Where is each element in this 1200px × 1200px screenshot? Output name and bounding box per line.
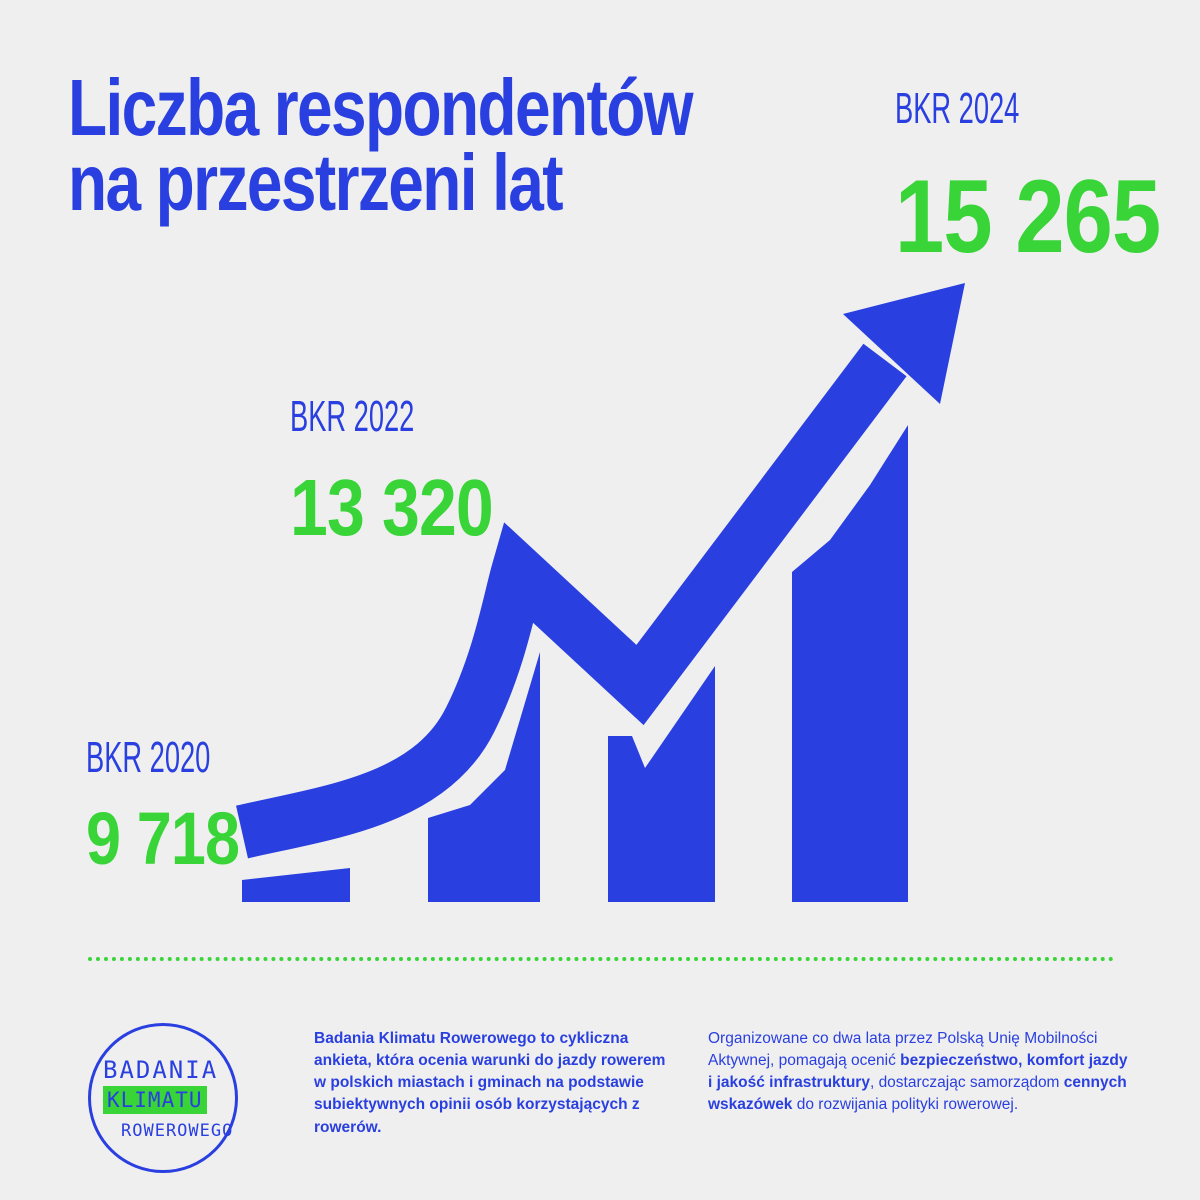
trend-arrow-head: [843, 283, 965, 404]
bkr-logo: BADANIA KLIMATU ROWEROWEGO: [88, 1023, 238, 1173]
bar-1: [242, 868, 350, 902]
logo-line2: KLIMATU: [103, 1086, 207, 1114]
page-title-line2: na przestrzeni lat: [68, 138, 564, 228]
value-label-2020: 9 718: [86, 797, 240, 880]
logo-line3: ROWEROWEGO: [121, 1121, 234, 1141]
description-right-b2: cennych wskazówek: [708, 1074, 1127, 1114]
page-title-line1: Liczba respondentów: [68, 63, 693, 152]
page-title: Liczba respondentów na przestrzeni lat: [68, 63, 693, 228]
description-right: Organizowane co dwa lata przez Polską Un…: [708, 1028, 1128, 1117]
category-label-2020: BKR 2020: [86, 733, 211, 782]
value-label-2022: 13 320: [290, 463, 494, 552]
trend-arrow: [236, 283, 965, 859]
description-right-p2: , dostarczając samorządom: [869, 1074, 1064, 1092]
value-label-2024: 15 265: [895, 159, 1161, 275]
description-left: Badania Klimatu Rowerowego to cykliczna …: [314, 1030, 666, 1136]
description-right-b1: bezpieczeństwo, komfort jazdy i jakość i…: [708, 1052, 1128, 1092]
description-right-p3: do rozwijania polityki rowerowej.: [792, 1096, 1019, 1114]
bar-3: [608, 666, 715, 902]
category-label-2024: BKR 2024: [895, 84, 1020, 133]
logo-line1: BADANIA: [103, 1056, 219, 1084]
bar-4: [792, 425, 908, 902]
dotted-divider: [88, 957, 1114, 961]
bar-2: [428, 652, 540, 902]
trend-arrow-shaft: [236, 343, 907, 859]
description-right-p1: Organizowane co dwa lata przez Polską Un…: [708, 1030, 1098, 1070]
category-label-2022: BKR 2022: [290, 392, 415, 441]
chart-bars: [242, 425, 908, 902]
